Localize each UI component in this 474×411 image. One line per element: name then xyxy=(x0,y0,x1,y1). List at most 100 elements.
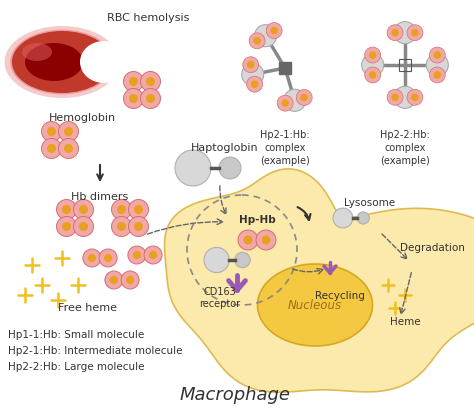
Circle shape xyxy=(127,277,134,284)
Circle shape xyxy=(63,223,70,230)
Circle shape xyxy=(407,25,423,41)
Text: Lysosome: Lysosome xyxy=(345,198,396,208)
Circle shape xyxy=(412,30,418,36)
Circle shape xyxy=(111,217,131,236)
Circle shape xyxy=(124,72,144,92)
Circle shape xyxy=(64,128,73,135)
Circle shape xyxy=(249,33,265,49)
Circle shape xyxy=(128,199,148,219)
Circle shape xyxy=(124,88,144,109)
Circle shape xyxy=(365,67,381,83)
Circle shape xyxy=(118,206,125,213)
Circle shape xyxy=(73,199,93,219)
Circle shape xyxy=(58,139,79,159)
Circle shape xyxy=(394,86,416,109)
Circle shape xyxy=(407,89,423,105)
Text: Haptoglobin: Haptoglobin xyxy=(191,143,259,153)
Text: RBC hemolysis: RBC hemolysis xyxy=(107,13,189,23)
Circle shape xyxy=(362,54,384,76)
Bar xyxy=(279,62,291,74)
Text: Hp2-2:Hb:
complex
(example): Hp2-2:Hb: complex (example) xyxy=(380,130,430,166)
Ellipse shape xyxy=(10,30,114,95)
Circle shape xyxy=(301,95,307,101)
Circle shape xyxy=(434,72,440,78)
Circle shape xyxy=(412,94,418,100)
Circle shape xyxy=(128,246,146,264)
Ellipse shape xyxy=(257,264,373,346)
Circle shape xyxy=(130,78,137,85)
Circle shape xyxy=(283,89,306,111)
Circle shape xyxy=(392,94,398,100)
Circle shape xyxy=(111,199,131,219)
Circle shape xyxy=(56,217,76,236)
Circle shape xyxy=(144,246,162,264)
Circle shape xyxy=(146,95,155,102)
Circle shape xyxy=(63,206,70,213)
Circle shape xyxy=(296,90,312,105)
Circle shape xyxy=(333,208,353,228)
Circle shape xyxy=(204,247,229,272)
Ellipse shape xyxy=(12,31,112,93)
Text: Free heme: Free heme xyxy=(58,303,118,313)
Circle shape xyxy=(134,252,140,259)
Text: CD163
receptor: CD163 receptor xyxy=(200,287,241,309)
Text: Recycling: Recycling xyxy=(315,291,365,301)
Circle shape xyxy=(135,206,142,213)
Circle shape xyxy=(89,254,95,261)
Circle shape xyxy=(99,249,117,267)
Circle shape xyxy=(370,72,376,78)
Circle shape xyxy=(282,100,288,106)
Circle shape xyxy=(277,95,293,111)
Circle shape xyxy=(357,212,369,224)
Circle shape xyxy=(175,150,211,186)
Circle shape xyxy=(365,47,381,63)
Text: Hp1-1:Hb: Small molecule: Hp1-1:Hb: Small molecule xyxy=(8,330,144,340)
Ellipse shape xyxy=(4,26,119,98)
Circle shape xyxy=(146,78,155,85)
Circle shape xyxy=(426,54,448,76)
Circle shape xyxy=(110,277,118,284)
Circle shape xyxy=(128,217,148,236)
Circle shape xyxy=(64,145,73,152)
Circle shape xyxy=(247,62,254,68)
Circle shape xyxy=(42,122,62,141)
Text: Hp-Hb: Hp-Hb xyxy=(238,215,275,225)
Circle shape xyxy=(256,230,276,250)
Circle shape xyxy=(140,72,161,92)
Circle shape xyxy=(73,217,93,236)
Text: Macrophage: Macrophage xyxy=(180,386,291,404)
Circle shape xyxy=(140,88,161,109)
Circle shape xyxy=(150,252,156,259)
Circle shape xyxy=(83,249,101,267)
Text: Hp2-1:Hb:
complex
(example): Hp2-1:Hb: complex (example) xyxy=(260,130,310,166)
Circle shape xyxy=(387,25,403,41)
Circle shape xyxy=(58,122,79,141)
Circle shape xyxy=(394,22,416,44)
Circle shape xyxy=(42,139,62,159)
Circle shape xyxy=(387,89,403,105)
Circle shape xyxy=(121,271,139,289)
Text: Hp2-2:Hb: Large molecule: Hp2-2:Hb: Large molecule xyxy=(8,362,145,372)
Circle shape xyxy=(392,30,398,36)
Bar xyxy=(399,59,411,71)
Ellipse shape xyxy=(22,43,52,61)
Circle shape xyxy=(255,25,277,47)
Text: Hp2-1:Hb: Intermediate molecule: Hp2-1:Hb: Intermediate molecule xyxy=(8,346,182,356)
Circle shape xyxy=(105,271,123,289)
Polygon shape xyxy=(164,169,474,392)
Circle shape xyxy=(254,38,260,44)
Circle shape xyxy=(219,157,241,179)
Circle shape xyxy=(271,28,277,34)
Ellipse shape xyxy=(16,33,108,91)
Text: Degradation: Degradation xyxy=(400,243,465,253)
Circle shape xyxy=(266,23,282,39)
Circle shape xyxy=(130,95,137,102)
Circle shape xyxy=(135,223,142,230)
Text: Nucleous: Nucleous xyxy=(288,298,342,312)
Circle shape xyxy=(370,52,376,58)
Text: Hemoglobin: Hemoglobin xyxy=(48,113,116,123)
Text: Hb dimers: Hb dimers xyxy=(72,192,128,202)
Circle shape xyxy=(252,81,258,87)
Circle shape xyxy=(118,223,125,230)
Circle shape xyxy=(48,145,55,152)
